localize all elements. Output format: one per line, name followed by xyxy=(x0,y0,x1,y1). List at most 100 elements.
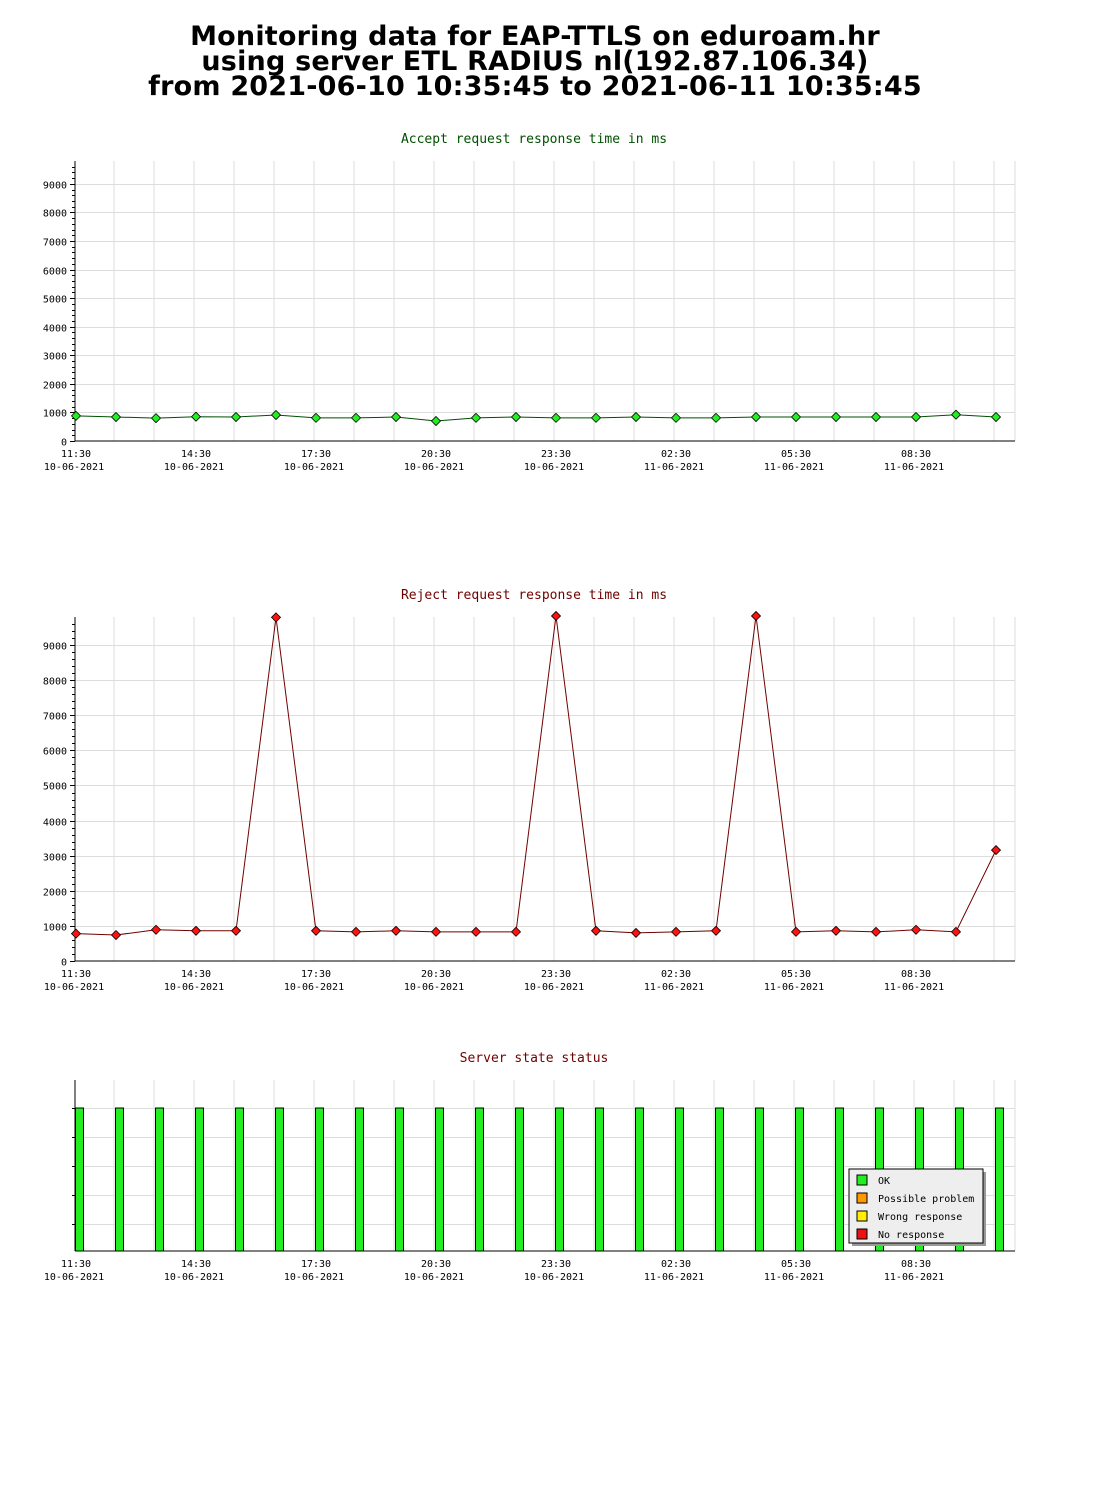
status-x-tick-time: 05:30 xyxy=(781,1259,811,1270)
reject-y-tick-label: 8000 xyxy=(43,677,67,688)
accept-x-tick-time: 08:30 xyxy=(901,449,931,460)
accept-data-point xyxy=(870,411,882,423)
accept-x-tick-time: 23:30 xyxy=(541,449,571,460)
accept-x-tick-time: 14:30 xyxy=(181,449,211,460)
accept-x-tick-time: 05:30 xyxy=(781,449,811,460)
reject-data-point xyxy=(110,929,122,941)
title-line-2: using server ETL RADIUS nl(192.87.106.34… xyxy=(201,46,869,77)
accept-data-point xyxy=(990,411,1002,423)
accept-data-point xyxy=(70,410,82,421)
accept-data-point xyxy=(910,411,922,423)
accept-x-tick-date: 11-06-2021 xyxy=(884,462,944,473)
accept-data-point xyxy=(510,411,522,423)
reject-y-tick-label: 7000 xyxy=(43,712,67,723)
accept-data-point xyxy=(110,411,122,423)
reject-y-tick-label: 5000 xyxy=(43,782,67,793)
reject-data-point xyxy=(870,926,882,937)
status-bar xyxy=(235,1107,244,1252)
page-title: Monitoring data for EAP-TTLS on eduroam.… xyxy=(0,23,1070,102)
reject-x-tick-date: 10-06-2021 xyxy=(524,982,584,993)
reject-x-tick-date: 11-06-2021 xyxy=(644,982,704,993)
reject-data-point xyxy=(990,845,1002,856)
accept-y-tick-label: 7000 xyxy=(43,238,67,249)
status-x-tick-date: 10-06-2021 xyxy=(164,1272,224,1283)
reject-x-tick-date: 10-06-2021 xyxy=(404,982,464,993)
status-legend xyxy=(848,1168,984,1244)
accept-data-point xyxy=(350,412,362,423)
status-bar xyxy=(475,1107,484,1252)
status-bar xyxy=(75,1107,84,1252)
status-x-tick-time: 08:30 xyxy=(901,1259,931,1270)
reject-data-point xyxy=(430,926,442,937)
status-bar xyxy=(515,1107,524,1252)
status-bar xyxy=(395,1107,404,1252)
accept-y-tick-label: 8000 xyxy=(43,209,67,220)
accept-x-tick-time: 11:30 xyxy=(61,449,91,460)
reject-data-point xyxy=(150,924,162,935)
reject-y-tick-label: 4000 xyxy=(43,818,67,829)
reject-y-tick-label: 9000 xyxy=(43,642,67,653)
reject-x-tick-time: 20:30 xyxy=(421,969,451,980)
title-line-3: from 2021-06-10 10:35:45 to 2021-06-11 1… xyxy=(148,71,922,102)
status-x-tick-time: 17:30 xyxy=(301,1259,331,1270)
accept-x-tick-date: 11-06-2021 xyxy=(764,462,824,473)
reject-x-tick-time: 11:30 xyxy=(61,969,91,980)
accept-data-point xyxy=(830,411,842,423)
status-x-tick-date: 11-06-2021 xyxy=(764,1272,824,1283)
accept-data-point xyxy=(150,413,162,424)
reject-x-tick-date: 10-06-2021 xyxy=(44,982,104,993)
accept-data-point xyxy=(270,409,282,421)
reject-x-tick-time: 02:30 xyxy=(661,969,691,980)
reject-chart-title: Reject request response time in ms xyxy=(401,588,667,603)
legend-swatch xyxy=(856,1174,868,1186)
accept-data-point xyxy=(430,415,442,427)
status-bar xyxy=(195,1107,204,1252)
reject-data-point xyxy=(230,925,242,936)
accept-x-tick-time: 02:30 xyxy=(661,449,691,460)
accept-data-point xyxy=(470,412,482,423)
accept-data-point xyxy=(310,412,322,423)
accept-x-tick-date: 10-06-2021 xyxy=(44,462,104,473)
status-x-tick-date: 10-06-2021 xyxy=(284,1272,344,1283)
accept-data-point xyxy=(630,411,642,423)
status-bar xyxy=(115,1107,124,1252)
legend-label: Possible problem xyxy=(878,1194,974,1205)
accept-data-point xyxy=(550,412,562,423)
status-bar xyxy=(315,1107,324,1252)
status-bar xyxy=(355,1107,364,1252)
reject-data-point xyxy=(270,612,282,623)
accept-y-tick-label: 0 xyxy=(61,438,67,449)
accept-x-tick-date: 10-06-2021 xyxy=(524,462,584,473)
accept-x-tick-date: 10-06-2021 xyxy=(164,462,224,473)
accept-data-point xyxy=(190,411,202,422)
reject-data-point xyxy=(950,926,962,937)
reject-data-point xyxy=(590,925,602,936)
accept-x-tick-date: 10-06-2021 xyxy=(284,462,344,473)
status-bar xyxy=(275,1107,284,1252)
legend-label: Wrong response xyxy=(878,1212,962,1223)
reject-data-point xyxy=(470,926,482,937)
legend-swatch xyxy=(856,1228,868,1240)
status-x-tick-time: 20:30 xyxy=(421,1259,451,1270)
reject-data-point xyxy=(710,925,722,936)
reject-x-tick-date: 10-06-2021 xyxy=(164,982,224,993)
accept-x-tick-time: 20:30 xyxy=(421,449,451,460)
reject-x-tick-time: 17:30 xyxy=(301,969,331,980)
status-bar xyxy=(795,1107,804,1252)
reject-x-tick-date: 10-06-2021 xyxy=(284,982,344,993)
status-bar xyxy=(155,1107,164,1252)
reject-data-point xyxy=(510,926,522,937)
accept-data-point xyxy=(670,412,682,423)
reject-y-tick-label: 6000 xyxy=(43,747,67,758)
accept-data-point xyxy=(790,411,802,423)
status-bar xyxy=(715,1107,724,1252)
accept-data-point xyxy=(230,411,242,423)
accept-y-tick-label: 4000 xyxy=(43,324,67,335)
legend-label: OK xyxy=(878,1176,890,1187)
accept-y-tick-label: 1000 xyxy=(43,409,67,420)
reject-data-point xyxy=(670,926,682,937)
status-x-tick-date: 10-06-2021 xyxy=(524,1272,584,1283)
reject-y-tick-label: 3000 xyxy=(43,853,67,864)
reject-y-tick-label: 0 xyxy=(61,958,67,969)
accept-data-point xyxy=(390,411,402,423)
